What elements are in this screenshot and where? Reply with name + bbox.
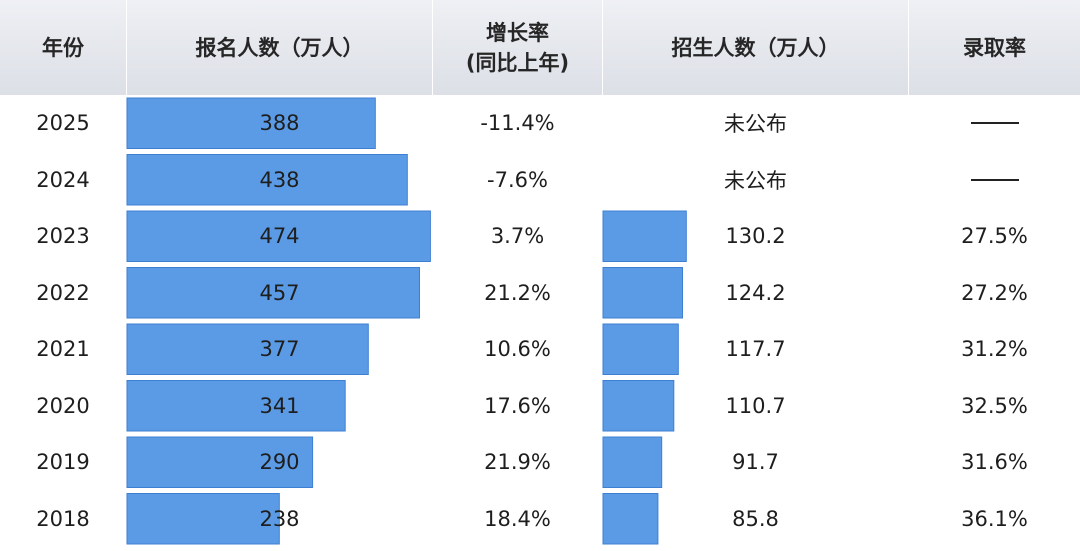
admitted-bar — [602, 380, 675, 432]
table-header: 年份 报名人数（万人） 增长率 (同比上年) 招生人数（万人） 录取率 — [0, 0, 1080, 95]
header-admitted: 招生人数（万人） — [671, 35, 840, 60]
applicants-bar — [126, 493, 280, 545]
header-growth-line1: 增长率 — [485, 20, 549, 45]
year-cell: 2019 — [36, 450, 90, 474]
growth-value: -7.6% — [487, 167, 548, 192]
year-cell: 2022 — [36, 280, 90, 305]
applicants-value: 341 — [259, 393, 300, 418]
applicants-bar — [126, 267, 420, 319]
growth-value: 3.7% — [490, 224, 545, 248]
applicants-bar — [126, 380, 346, 432]
growth-value: 17.6% — [484, 393, 551, 418]
year-cell: 2025 — [36, 111, 90, 135]
applicants-bar — [126, 323, 369, 375]
header-divider — [126, 0, 127, 95]
header-year: 年份 — [42, 35, 84, 60]
applicants-value: 238 — [259, 506, 300, 531]
rate-value: 27.2% — [961, 280, 1028, 305]
year-cell: 2024 — [36, 167, 90, 192]
header-divider — [432, 0, 433, 95]
rate-value: 31.2% — [961, 337, 1028, 361]
year-cell: 2020 — [36, 393, 90, 418]
applicants-value: 377 — [259, 337, 300, 361]
admitted-value: 124.2 — [725, 280, 786, 305]
admitted-value: 117.7 — [725, 337, 786, 361]
header-applicants: 报名人数（万人） — [195, 35, 364, 60]
admitted-bar — [602, 493, 659, 545]
admitted-bar — [602, 210, 687, 262]
applicants-bar — [126, 436, 314, 488]
dash-mark — [970, 178, 1019, 181]
applicants-bar — [126, 210, 431, 262]
applicants-value: 438 — [259, 167, 300, 192]
header-divider — [602, 0, 603, 95]
applicants-value: 290 — [259, 450, 300, 474]
table-body — [126, 97, 687, 545]
rate-value: 32.5% — [961, 393, 1028, 418]
header-growth: 增长率 (同比上年) — [433, 0, 602, 95]
applicants-bar — [126, 97, 376, 149]
rate-value — [909, 152, 1080, 208]
admitted-bar — [602, 436, 663, 488]
applicants-value: 457 — [259, 280, 300, 305]
admitted-bar — [602, 323, 679, 375]
header-growth-line2: (同比上年) — [465, 50, 570, 75]
growth-value: 21.2% — [484, 280, 551, 305]
applicants-value: 474 — [259, 224, 300, 248]
admitted-value: 91.7 — [732, 450, 779, 474]
admitted-value: 未公布 — [724, 112, 787, 136]
rate-value: 36.1% — [961, 506, 1028, 531]
applicants-value: 388 — [259, 111, 300, 135]
year-cell: 2021 — [36, 337, 90, 361]
growth-value: 10.6% — [484, 337, 551, 361]
admitted-value: 85.8 — [732, 506, 779, 531]
admitted-value: 110.7 — [725, 393, 786, 418]
header-divider — [908, 0, 909, 95]
growth-value: 18.4% — [484, 506, 551, 531]
header-rate: 录取率 — [963, 35, 1026, 60]
dash-mark — [970, 122, 1019, 124]
admitted-value: 未公布 — [724, 168, 787, 193]
year-cell: 2018 — [36, 506, 90, 531]
applicants-bar — [126, 154, 408, 206]
year-cell: 2023 — [36, 224, 90, 248]
admitted-value: 130.2 — [725, 224, 786, 248]
growth-value: 21.9% — [484, 450, 551, 474]
rate-value: 31.6% — [961, 450, 1028, 474]
rate-value: 27.5% — [961, 224, 1028, 248]
growth-value: -11.4% — [480, 111, 555, 135]
rate-value — [909, 95, 1080, 151]
admitted-bar — [602, 267, 683, 319]
